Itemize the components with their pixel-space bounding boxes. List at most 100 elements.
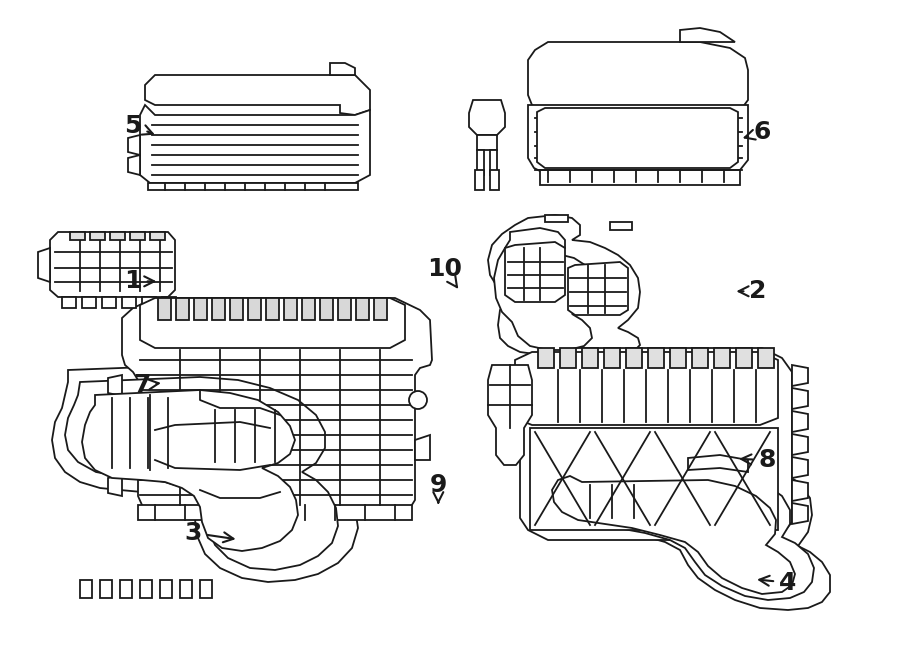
Polygon shape xyxy=(248,298,261,320)
Polygon shape xyxy=(552,476,795,594)
Polygon shape xyxy=(158,298,171,320)
Polygon shape xyxy=(568,262,628,315)
Polygon shape xyxy=(162,297,176,308)
Polygon shape xyxy=(488,215,640,355)
Text: 6: 6 xyxy=(744,120,771,144)
Polygon shape xyxy=(284,298,297,320)
Polygon shape xyxy=(714,348,730,368)
Polygon shape xyxy=(582,348,598,368)
Polygon shape xyxy=(736,348,752,368)
Polygon shape xyxy=(610,222,632,230)
Polygon shape xyxy=(792,503,808,524)
Polygon shape xyxy=(302,298,315,320)
Polygon shape xyxy=(515,352,778,425)
Polygon shape xyxy=(528,105,748,175)
Text: 1: 1 xyxy=(124,269,154,293)
Polygon shape xyxy=(200,580,212,598)
Polygon shape xyxy=(194,298,207,320)
Polygon shape xyxy=(540,170,740,185)
Polygon shape xyxy=(374,298,387,320)
Text: 2: 2 xyxy=(739,279,767,303)
Polygon shape xyxy=(122,298,432,512)
Polygon shape xyxy=(490,150,497,175)
Polygon shape xyxy=(540,470,814,600)
Polygon shape xyxy=(792,411,808,432)
Polygon shape xyxy=(560,348,576,368)
Polygon shape xyxy=(477,135,497,150)
Polygon shape xyxy=(50,232,175,297)
Polygon shape xyxy=(82,390,298,551)
Polygon shape xyxy=(528,42,748,112)
Polygon shape xyxy=(475,170,484,190)
Polygon shape xyxy=(128,135,140,155)
Polygon shape xyxy=(120,580,132,598)
Polygon shape xyxy=(338,298,351,320)
Polygon shape xyxy=(128,155,140,175)
Polygon shape xyxy=(792,457,808,478)
Polygon shape xyxy=(469,100,505,135)
Polygon shape xyxy=(415,435,430,460)
Polygon shape xyxy=(65,377,338,570)
Polygon shape xyxy=(490,170,499,190)
Text: 3: 3 xyxy=(184,521,233,545)
Polygon shape xyxy=(604,348,620,368)
Polygon shape xyxy=(150,232,165,240)
Text: 8: 8 xyxy=(742,448,776,472)
Polygon shape xyxy=(140,580,152,598)
Polygon shape xyxy=(648,348,664,368)
Polygon shape xyxy=(130,232,145,240)
Text: 9: 9 xyxy=(429,473,447,502)
Polygon shape xyxy=(38,248,50,282)
Polygon shape xyxy=(145,75,370,115)
Polygon shape xyxy=(488,365,532,465)
Polygon shape xyxy=(538,348,554,368)
Polygon shape xyxy=(477,150,484,175)
Polygon shape xyxy=(792,480,808,501)
Polygon shape xyxy=(108,375,122,396)
Polygon shape xyxy=(160,580,172,598)
Polygon shape xyxy=(176,298,189,320)
Text: 5: 5 xyxy=(124,114,153,138)
Polygon shape xyxy=(140,298,405,348)
Polygon shape xyxy=(505,242,565,302)
Text: 10: 10 xyxy=(428,258,462,287)
Polygon shape xyxy=(230,298,243,320)
Polygon shape xyxy=(52,365,358,582)
Polygon shape xyxy=(330,63,355,75)
Polygon shape xyxy=(212,298,225,320)
Polygon shape xyxy=(102,297,116,308)
Polygon shape xyxy=(535,458,830,610)
Polygon shape xyxy=(108,450,122,471)
Circle shape xyxy=(409,391,427,409)
Polygon shape xyxy=(148,183,358,190)
Polygon shape xyxy=(670,348,686,368)
Polygon shape xyxy=(138,505,412,520)
Polygon shape xyxy=(520,348,792,540)
Text: 4: 4 xyxy=(760,571,796,594)
Polygon shape xyxy=(110,232,125,240)
Polygon shape xyxy=(70,232,85,240)
Polygon shape xyxy=(688,455,748,472)
Polygon shape xyxy=(140,105,370,183)
Polygon shape xyxy=(692,348,708,368)
Polygon shape xyxy=(792,365,808,386)
Polygon shape xyxy=(320,298,333,320)
Polygon shape xyxy=(108,400,122,421)
Polygon shape xyxy=(108,475,122,496)
Polygon shape xyxy=(494,228,592,350)
Polygon shape xyxy=(90,232,105,240)
Polygon shape xyxy=(545,215,568,222)
Polygon shape xyxy=(142,297,156,308)
Polygon shape xyxy=(266,298,279,320)
Polygon shape xyxy=(356,298,369,320)
Polygon shape xyxy=(122,297,136,308)
Polygon shape xyxy=(792,388,808,409)
Polygon shape xyxy=(100,580,112,598)
Polygon shape xyxy=(530,428,778,530)
Polygon shape xyxy=(792,434,808,455)
Polygon shape xyxy=(82,297,96,308)
Polygon shape xyxy=(680,28,735,42)
Polygon shape xyxy=(108,425,122,446)
Polygon shape xyxy=(180,580,192,598)
Polygon shape xyxy=(626,348,642,368)
